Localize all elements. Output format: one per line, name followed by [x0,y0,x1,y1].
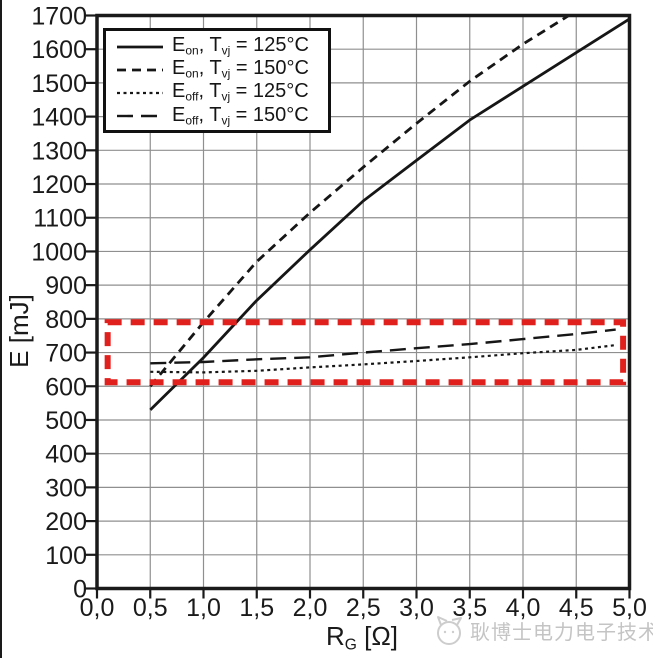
legend-row-eoff-150: Eoff, Tvj = 150°C [117,104,324,127]
y-axis-title: E [mJ] [4,294,34,368]
y-tick-label: 400 [45,441,87,469]
left-edge-line [0,0,2,658]
legend-row-eon-125: Eon, Tvj = 125°C [117,34,324,57]
y-tick-label: 300 [45,474,87,502]
y-tick-label: 100 [45,542,87,570]
x-tick-label: 0,0 [80,594,115,622]
watermark: 耿博士电力电子技术 [433,612,653,648]
y-tick-label: 800 [45,306,87,334]
legend-label-eoff-150: Eoff, Tvj = 150°C [172,103,309,128]
series-line-eoff-125 [150,344,616,374]
y-tick-label: 900 [45,272,87,300]
highlight-annotation-box [104,319,627,386]
y-tick-label: 600 [45,373,87,401]
y-tick-label: 1700 [31,3,87,31]
y-tick-label: 1300 [31,137,87,165]
y-tick-label: 500 [45,407,87,435]
legend-line-sample-eoff-125 [117,83,163,101]
series-line-eon-125 [149,17,631,411]
plot-border [95,13,632,591]
legend-label-eon-125: Eon, Tvj = 125°C [172,33,309,58]
x-tick-label: 4,5 [559,594,594,622]
y-tick-label: 1400 [31,104,87,132]
legend-line-sample-eoff-150 [117,106,163,124]
x-tick-label: 0,5 [133,594,168,622]
legend-label-eoff-125: Eoff, Tvj = 125°C [172,80,309,104]
legend-label-eon-150: Eon, Tvj = 150°C [172,57,309,81]
watermark-text: 耿博士电力电子技术 [470,621,653,644]
legend-line-sample-eon-125 [117,37,163,55]
y-tick-label: 1200 [31,171,87,199]
x-axis-unit: [Ω] [356,621,399,651]
legend-line-sample-eon-150 [117,60,163,78]
x-tick-label: 3,5 [452,594,487,622]
legend: Eon, Tvj = 125°C Eon, Tvj = 150°C Eoff, Tv… [103,28,331,133]
series-line-eoff-150 [150,328,616,365]
y-tick-label: 700 [45,340,87,368]
x-tick-label: 2,5 [346,594,381,622]
x-tick-label: 3,0 [399,594,434,622]
legend-row-eoff-125: Eoff, Tvj = 125°C [117,81,324,104]
y-tick-label: 1000 [31,238,87,266]
x-tick-label: 1,5 [239,594,274,622]
y-tick-label: 1500 [31,70,87,98]
x-axis-title: RG [Ω] [300,621,424,654]
x-tick-label: 4,0 [506,594,541,622]
series-line-eon-150 [149,14,570,388]
y-tick-label: 1100 [33,205,87,233]
x-axis-symbol-subscript: G [344,636,357,654]
legend-row-eon-150: Eon, Tvj = 150°C [117,57,324,80]
watermark-cat-logo-icon [437,616,462,645]
x-tick-label: 2,0 [293,594,328,622]
x-tick-label: 5,0 [612,594,647,622]
y-tick-label: 0 [73,576,87,604]
x-tick-label: 1,0 [186,594,221,622]
y-tick-label: 1600 [31,36,87,64]
y-tick-label: 200 [45,508,87,536]
x-axis-symbol: R [325,621,345,651]
